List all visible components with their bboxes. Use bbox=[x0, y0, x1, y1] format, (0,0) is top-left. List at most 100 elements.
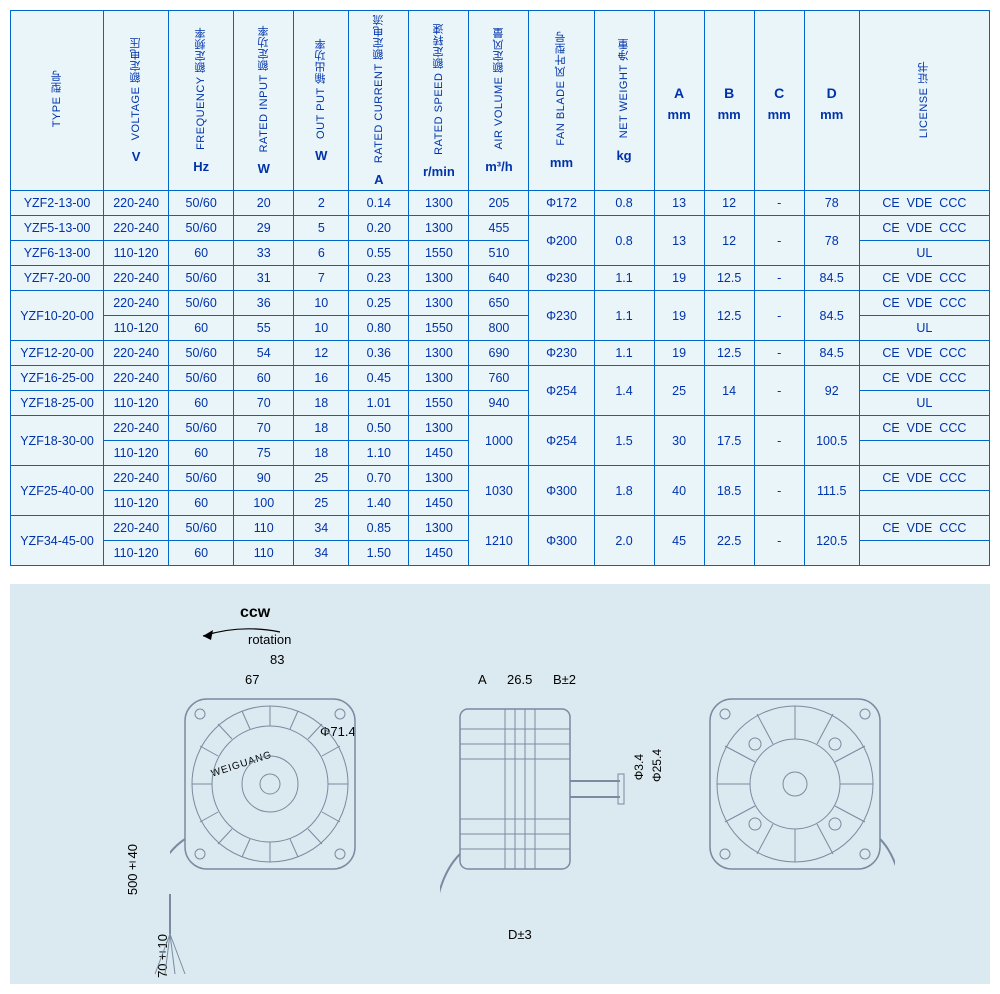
cell-a: 0.70 bbox=[349, 466, 409, 491]
cell-wt: 1.1 bbox=[594, 341, 654, 366]
cell-lic: CE VDE CCC bbox=[859, 341, 989, 366]
cell-hz: 50/60 bbox=[169, 366, 234, 391]
cell-D: 78 bbox=[804, 216, 859, 266]
cell-spd: 1450 bbox=[409, 491, 469, 516]
cell-a: 0.50 bbox=[349, 416, 409, 441]
cell-lic bbox=[859, 441, 989, 466]
cell-hz: 60 bbox=[169, 491, 234, 516]
cell-lic: CE VDE CCC bbox=[859, 366, 989, 391]
cell-wt: 1.1 bbox=[594, 266, 654, 291]
cell-a: 0.85 bbox=[349, 516, 409, 541]
cell-lic: CE VDE CCC bbox=[859, 191, 989, 216]
cell-hz: 50/60 bbox=[169, 191, 234, 216]
cell-v: 220-240 bbox=[104, 416, 169, 441]
dim-25-4: Φ25.4 bbox=[650, 749, 664, 782]
col-header: RATED SPEED 额定转速r/min bbox=[409, 11, 469, 191]
cell-air: 760 bbox=[469, 366, 529, 391]
table-row: YZF34-45-00220-24050/60110340.8513001210… bbox=[11, 516, 990, 541]
cell-out: 10 bbox=[294, 291, 349, 316]
cell-air: 1030 bbox=[469, 466, 529, 516]
cell-v: 110-120 bbox=[104, 441, 169, 466]
cell-lic: CE VDE CCC bbox=[859, 466, 989, 491]
cell-hz: 50/60 bbox=[169, 291, 234, 316]
table-row: YZF5-13-00220-24050/602950.201300455Φ200… bbox=[11, 216, 990, 241]
cell-hz: 50/60 bbox=[169, 466, 234, 491]
cell-lic: CE VDE CCC bbox=[859, 291, 989, 316]
dim-83: 83 bbox=[270, 652, 284, 667]
cell-D: 84.5 bbox=[804, 291, 859, 341]
cell-out: 18 bbox=[294, 391, 349, 416]
dim-B: B±2 bbox=[553, 672, 576, 687]
cell-type: YZF12-20-00 bbox=[11, 341, 104, 366]
cell-in: 110 bbox=[234, 541, 294, 566]
col-header: VOLTAGE 额定电压V bbox=[104, 11, 169, 191]
cell-spd: 1300 bbox=[409, 516, 469, 541]
cell-C: - bbox=[754, 516, 804, 566]
cell-type: YZF18-25-00 bbox=[11, 391, 104, 416]
cell-D: 84.5 bbox=[804, 341, 859, 366]
cell-B: 12.5 bbox=[704, 266, 754, 291]
cell-spd: 1300 bbox=[409, 191, 469, 216]
cell-in: 100 bbox=[234, 491, 294, 516]
cell-v: 220-240 bbox=[104, 291, 169, 316]
cell-v: 110-120 bbox=[104, 541, 169, 566]
cell-wt: 1.8 bbox=[594, 466, 654, 516]
col-header: AIR VOLUME 额定风量m³/h bbox=[469, 11, 529, 191]
cell-wt: 1.4 bbox=[594, 366, 654, 416]
cell-A: 25 bbox=[654, 366, 704, 416]
cell-in: 33 bbox=[234, 241, 294, 266]
cell-wt: 0.8 bbox=[594, 216, 654, 266]
cell-type: YZF25-40-00 bbox=[11, 466, 104, 516]
col-header: TYPE 型号 bbox=[11, 11, 104, 191]
cell-out: 25 bbox=[294, 491, 349, 516]
motor-side-icon bbox=[440, 689, 660, 919]
col-header: OUT PUT 输出功率W bbox=[294, 11, 349, 191]
cell-a: 1.50 bbox=[349, 541, 409, 566]
cell-type: YZF7-20-00 bbox=[11, 266, 104, 291]
cell-out: 12 bbox=[294, 341, 349, 366]
cell-spd: 1550 bbox=[409, 241, 469, 266]
cell-air: 650 bbox=[469, 291, 529, 316]
cell-in: 55 bbox=[234, 316, 294, 341]
cell-spd: 1300 bbox=[409, 216, 469, 241]
motor-front-icon bbox=[170, 684, 370, 914]
cell-wt: 1.5 bbox=[594, 416, 654, 466]
table-row: YZF18-30-00220-24050/6070180.5013001000Φ… bbox=[11, 416, 990, 441]
cell-a: 0.14 bbox=[349, 191, 409, 216]
cell-C: - bbox=[754, 266, 804, 291]
cell-A: 30 bbox=[654, 416, 704, 466]
cell-v: 220-240 bbox=[104, 191, 169, 216]
cell-v: 220-240 bbox=[104, 266, 169, 291]
col-header: Cmm bbox=[754, 11, 804, 191]
cell-spd: 1450 bbox=[409, 541, 469, 566]
cell-spd: 1300 bbox=[409, 416, 469, 441]
cell-v: 110-120 bbox=[104, 491, 169, 516]
dim-D: D±3 bbox=[508, 927, 532, 942]
table-row: YZF10-20-00220-24050/6036100.251300650Φ2… bbox=[11, 291, 990, 316]
diagram-panel: ccw rotation 83 67 Φ71.4 WEIGUANG 500±40… bbox=[10, 584, 990, 984]
cell-C: - bbox=[754, 216, 804, 266]
cell-type: YZF6-13-00 bbox=[11, 241, 104, 266]
cell-blade: Φ200 bbox=[529, 216, 594, 266]
cell-type: YZF2-13-00 bbox=[11, 191, 104, 216]
cell-lic: UL bbox=[859, 391, 989, 416]
table-header-row: TYPE 型号VOLTAGE 额定电压VFREQUENCY 额定频率HzRATE… bbox=[11, 11, 990, 191]
cell-hz: 60 bbox=[169, 391, 234, 416]
cell-in: 54 bbox=[234, 341, 294, 366]
cell-B: 18.5 bbox=[704, 466, 754, 516]
table-row: YZF25-40-00220-24050/6090250.7013001030Φ… bbox=[11, 466, 990, 491]
cell-B: 12 bbox=[704, 191, 754, 216]
cell-hz: 60 bbox=[169, 241, 234, 266]
cell-blade: Φ254 bbox=[529, 416, 594, 466]
cell-in: 90 bbox=[234, 466, 294, 491]
cell-C: - bbox=[754, 341, 804, 366]
cell-B: 12.5 bbox=[704, 341, 754, 366]
cell-in: 70 bbox=[234, 391, 294, 416]
cell-D: 111.5 bbox=[804, 466, 859, 516]
cell-in: 60 bbox=[234, 366, 294, 391]
cell-air: 1000 bbox=[469, 416, 529, 466]
cell-a: 0.25 bbox=[349, 291, 409, 316]
cell-out: 34 bbox=[294, 541, 349, 566]
col-header: FAN BLADE 风叶型号mm bbox=[529, 11, 594, 191]
cell-hz: 60 bbox=[169, 316, 234, 341]
